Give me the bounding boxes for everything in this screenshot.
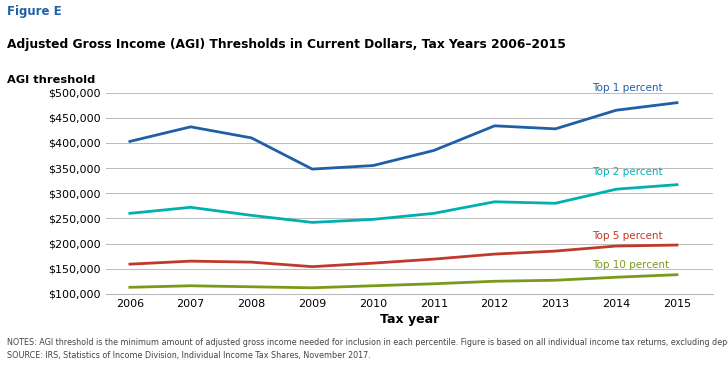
Text: Top 5 percent: Top 5 percent (592, 231, 662, 241)
Text: Adjusted Gross Income (AGI) Thresholds in Current Dollars, Tax Years 2006–2015: Adjusted Gross Income (AGI) Thresholds i… (7, 38, 566, 51)
Text: Top 1 percent: Top 1 percent (592, 82, 662, 93)
Text: Figure E: Figure E (7, 5, 62, 19)
Text: NOTES: AGI threshold is the minimum amount of adjusted gross income needed for i: NOTES: AGI threshold is the minimum amou… (7, 338, 728, 347)
Text: SOURCE: IRS, Statistics of Income Division, Individual Income Tax Shares, Novemb: SOURCE: IRS, Statistics of Income Divisi… (7, 351, 371, 360)
X-axis label: Tax year: Tax year (380, 313, 439, 326)
Text: AGI threshold: AGI threshold (7, 75, 95, 85)
Text: Top 10 percent: Top 10 percent (592, 260, 669, 270)
Text: Top 2 percent: Top 2 percent (592, 167, 662, 177)
